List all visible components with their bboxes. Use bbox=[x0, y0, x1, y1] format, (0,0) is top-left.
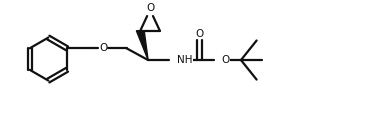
Text: O: O bbox=[222, 55, 230, 65]
Text: NH: NH bbox=[177, 55, 193, 65]
Text: O: O bbox=[99, 43, 107, 53]
Text: O: O bbox=[196, 29, 204, 39]
Polygon shape bbox=[136, 31, 148, 60]
Text: O: O bbox=[146, 3, 154, 13]
